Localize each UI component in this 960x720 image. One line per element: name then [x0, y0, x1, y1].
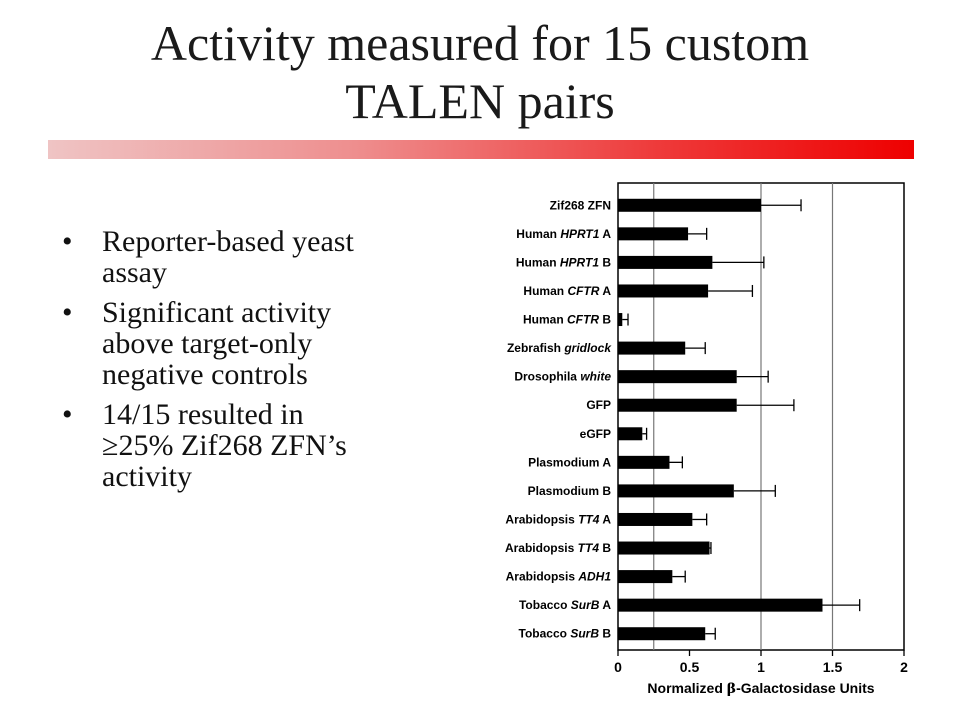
slide-title: Activity measured for 15 custom TALEN pa… [60, 14, 900, 130]
title-underline-gradient [48, 140, 914, 159]
x-axis-label-prefix: Normalized [647, 680, 726, 696]
bar [618, 341, 686, 355]
x-tick-label: 1.5 [823, 659, 843, 675]
bar [618, 455, 670, 469]
bar [618, 570, 673, 584]
category-label-part: A [599, 227, 611, 241]
category-label: Human HPRT1 A [516, 227, 611, 241]
bullet-item: • Significant activity above target-only … [62, 297, 362, 390]
category-label-part: Tobacco [519, 598, 571, 612]
category-label-part: B [599, 313, 611, 327]
category-label: Tobacco SurB B [519, 627, 612, 641]
bar [618, 227, 689, 241]
bar [618, 598, 823, 612]
category-label-part: white [580, 370, 611, 384]
bar [618, 512, 693, 526]
category-label-part: Plasmodium A [528, 455, 611, 469]
bullet-text: Significant activity above target-only n… [102, 296, 332, 391]
category-label-part: HPRT1 [560, 227, 599, 241]
category-label: GFP [586, 398, 611, 412]
bullet-dot-icon: • [62, 398, 73, 431]
x-axis-label-suffix: -Galactosidase Units [736, 680, 875, 696]
x-axis-label-symbol: β [727, 681, 736, 697]
category-label-part: SurB [570, 627, 599, 641]
bar [618, 427, 643, 441]
x-axis-ticks: 0 0.5 1 1.5 2 [614, 650, 908, 675]
category-label-part: Human [523, 313, 567, 327]
category-label-part: Tobacco [519, 627, 571, 641]
category-label: Human CFTR A [523, 284, 611, 298]
category-label-part: Arabidopsis [506, 570, 579, 584]
bar [618, 541, 710, 555]
category-label-part: Arabidopsis [505, 512, 578, 526]
category-label: Drosophila white [514, 370, 611, 384]
category-label: eGFP [580, 427, 611, 441]
x-tick-label: 2 [900, 659, 908, 675]
category-label: Arabidopsis ADH1 [506, 570, 612, 584]
category-label: Zif268 ZFN [550, 198, 611, 212]
slide-title-line-1: Activity measured for 15 custom [150, 15, 810, 71]
slide-title-line-2: TALEN pairs [345, 73, 615, 129]
category-label: Human HPRT1 B [516, 255, 611, 269]
category-label-part: Drosophila [514, 370, 580, 384]
category-label-part: ADH1 [577, 570, 611, 584]
category-label-part: eGFP [580, 427, 611, 441]
bar [618, 370, 737, 384]
bar [618, 627, 706, 641]
category-label-part: B [599, 627, 611, 641]
category-label-part: Zebrafish [507, 341, 564, 355]
category-label: Zebrafish gridlock [507, 341, 612, 355]
x-tick-label: 1 [757, 659, 765, 675]
x-axis-label: Normalized β-Galactosidase Units [647, 680, 874, 697]
bar [618, 198, 761, 212]
reference-lines [653, 183, 834, 650]
category-label: Tobacco SurB A [519, 598, 611, 612]
bars [618, 198, 861, 641]
category-label-part: B [599, 541, 611, 555]
category-label-part: B [599, 255, 611, 269]
bullet-text: Reporter-based yeast assay [102, 225, 354, 289]
x-tick-label: 0.5 [680, 659, 700, 675]
category-label: Plasmodium A [528, 455, 611, 469]
category-label-part: TT4 [578, 541, 600, 555]
category-label-part: CFTR [567, 313, 599, 327]
bullet-dot-icon: • [62, 225, 73, 258]
category-label-part: Plasmodium B [528, 484, 612, 498]
category-label-part: gridlock [563, 341, 612, 355]
category-label: Arabidopsis TT4 A [505, 512, 611, 526]
bar [618, 398, 737, 412]
category-label-part: A [599, 284, 611, 298]
bullet-dot-icon: • [62, 296, 73, 329]
category-label-part: TT4 [578, 512, 600, 526]
category-label: Arabidopsis TT4 B [505, 541, 611, 555]
category-label-part: Arabidopsis [505, 541, 578, 555]
category-label-part: HPRT1 [560, 255, 599, 269]
bullet-item: • 14/15 resulted in ≥25% Zif268 ZFN’s act… [62, 399, 362, 492]
category-label-part: Human [516, 255, 560, 269]
category-label: Plasmodium B [528, 484, 612, 498]
category-label-part: GFP [586, 398, 611, 412]
category-label-part: Human [516, 227, 560, 241]
category-label-part: Zif268 ZFN [550, 198, 611, 212]
x-tick-label: 0 [614, 659, 622, 675]
category-label-part: SurB [571, 598, 600, 612]
bar [618, 255, 713, 269]
bar [618, 484, 734, 498]
bullet-item: • Reporter-based yeast assay [62, 226, 362, 288]
category-label-part: CFTR [567, 284, 599, 298]
bar [618, 313, 623, 327]
category-label-part: Human [523, 284, 567, 298]
category-label-part: A [599, 598, 611, 612]
category-label: Human CFTR B [523, 313, 611, 327]
bullet-text: 14/15 resulted in ≥25% Zif268 ZFN’s acti… [102, 398, 347, 493]
category-label-part: A [599, 512, 611, 526]
bar [618, 284, 709, 298]
bullet-list: • Reporter-based yeast assay • Significant… [62, 226, 362, 501]
